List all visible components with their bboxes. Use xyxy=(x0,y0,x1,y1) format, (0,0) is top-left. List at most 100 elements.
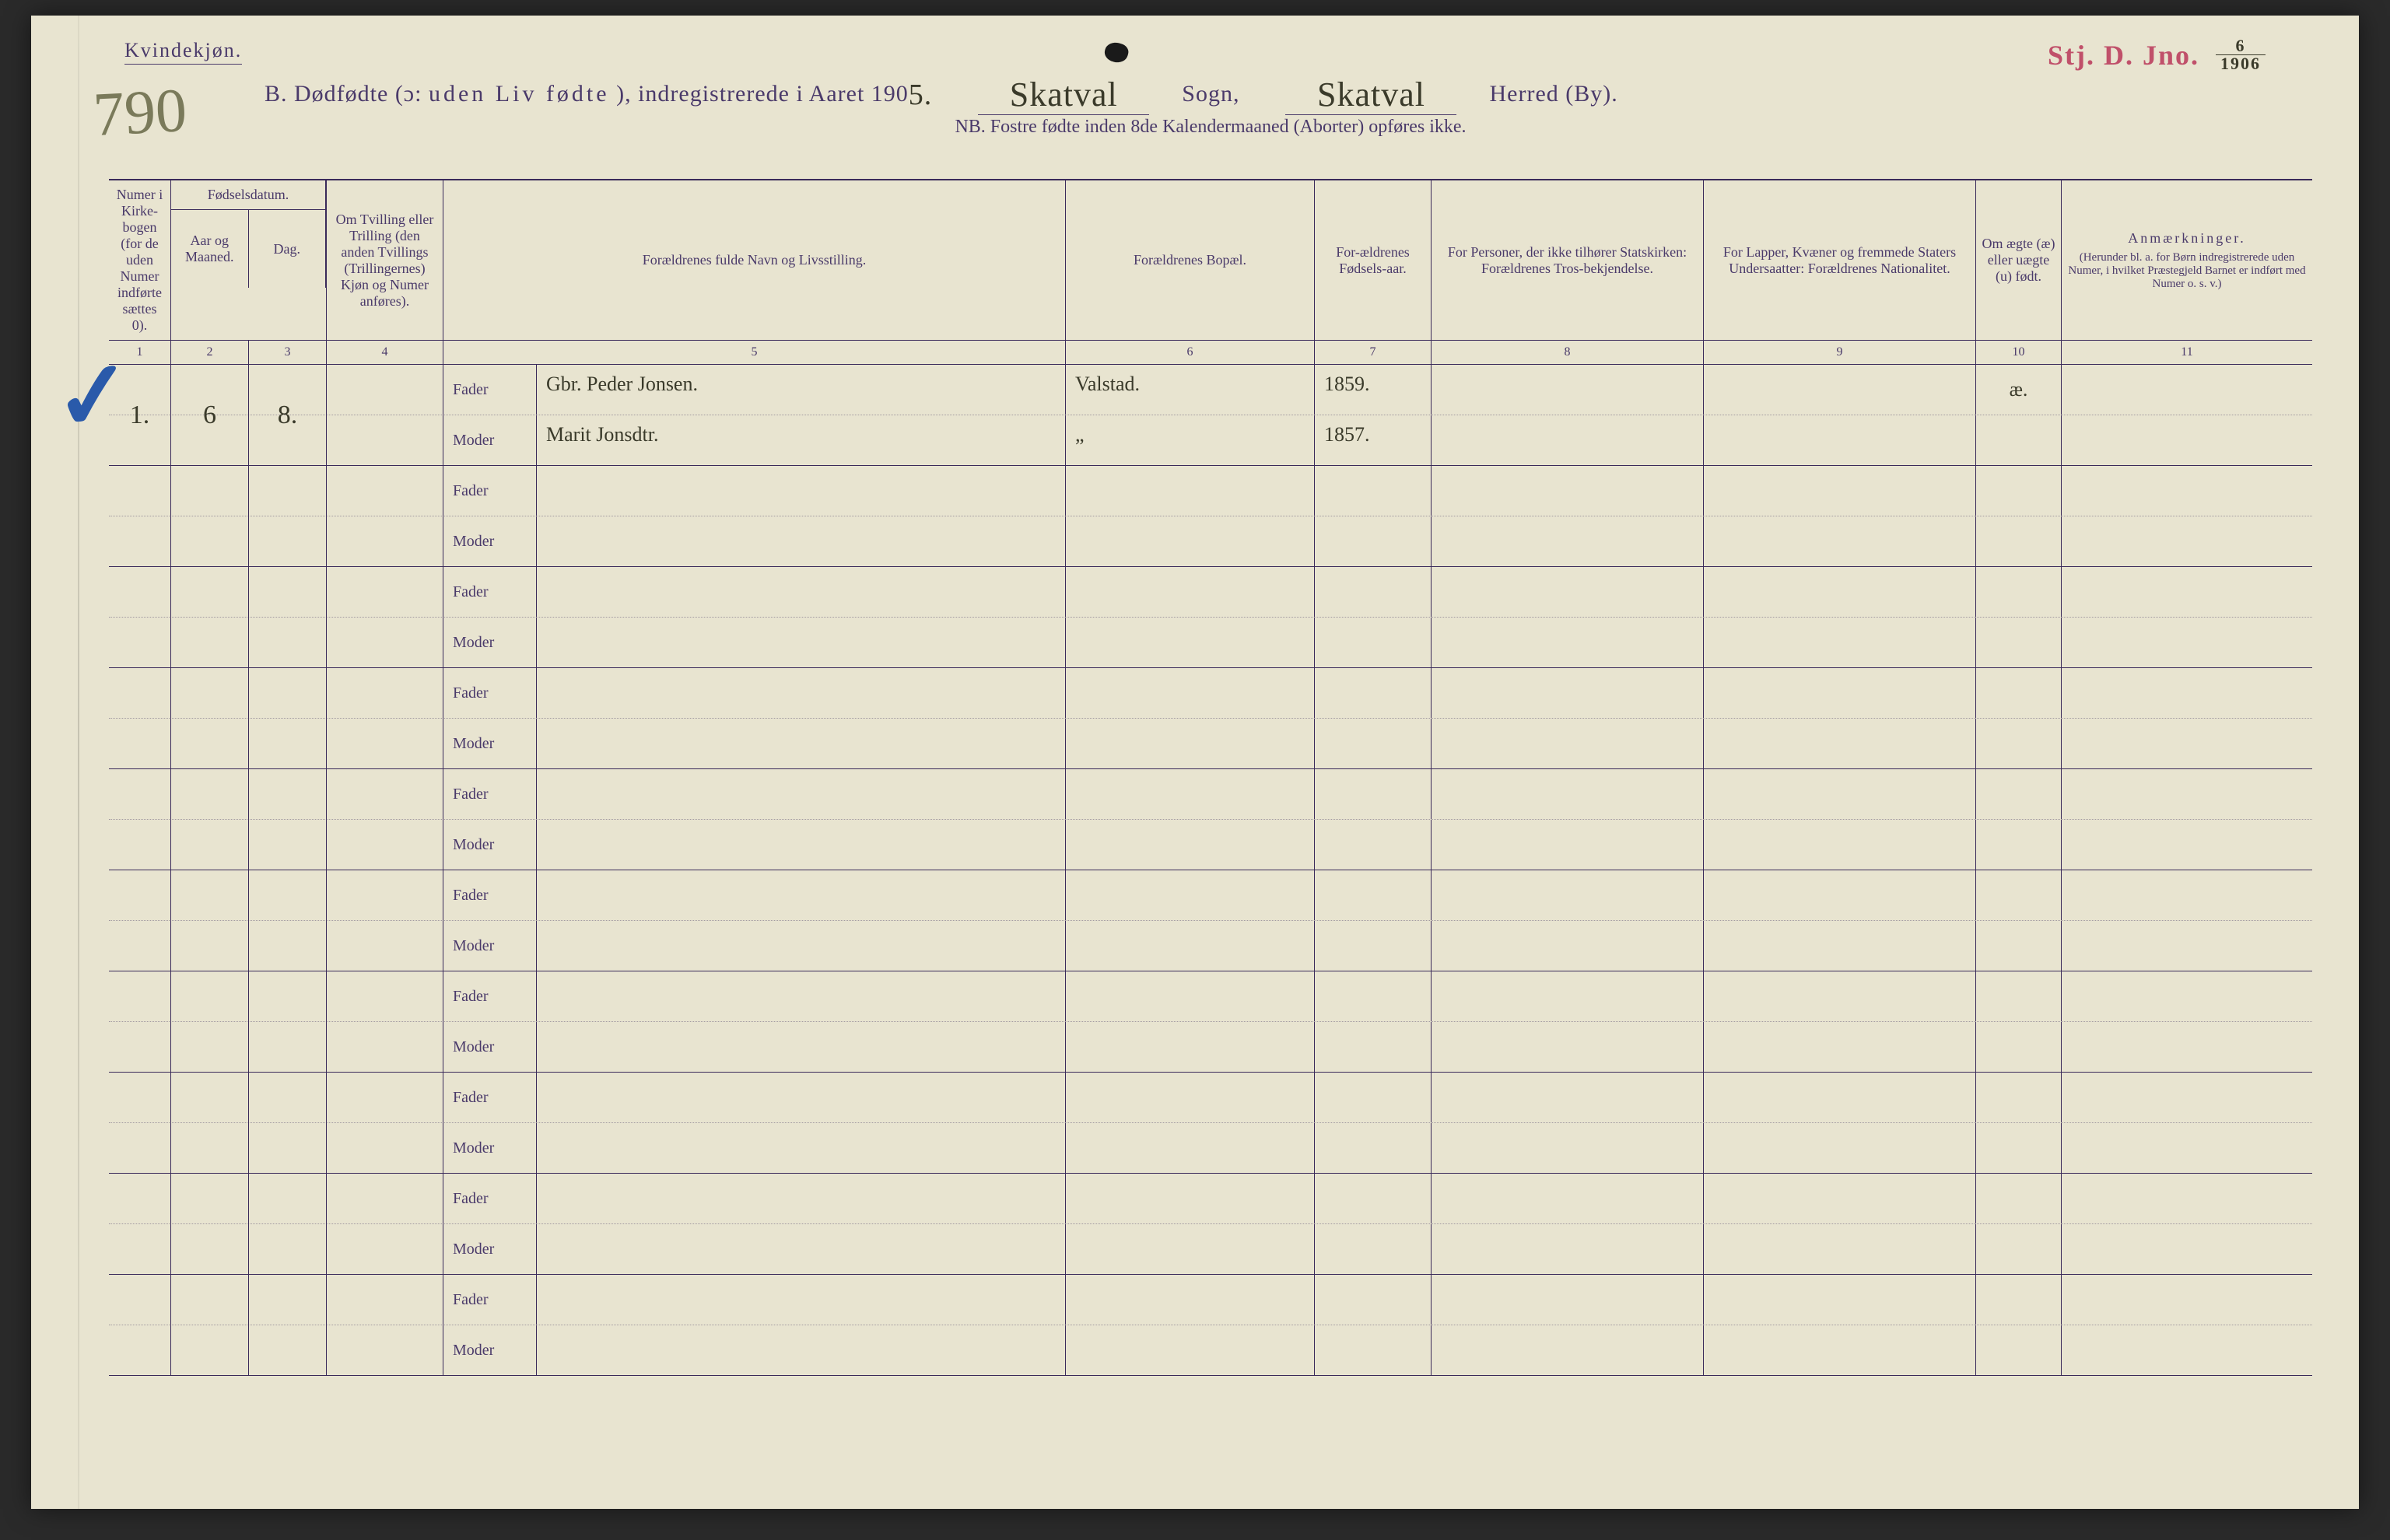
col-11-header: Anmærkninger. (Herunder bl. a. for Børn … xyxy=(2062,180,2312,340)
fader-navn xyxy=(537,1174,1066,1223)
fader-statskirke xyxy=(1432,769,1704,819)
col-10-header: Om ægte (æ) eller uægte (u) født. xyxy=(1976,180,2062,340)
cell-num xyxy=(109,466,171,566)
herred-label: Herred (By). xyxy=(1489,81,1617,107)
cell-aegte-blank xyxy=(1976,415,2062,465)
cell-aar_maaned xyxy=(171,567,249,667)
colnum-4: 4 xyxy=(327,341,443,364)
stamp-fraction: 6 1906 xyxy=(2216,37,2266,72)
cell-aegte-blank xyxy=(1976,1022,2062,1072)
moder-label: Moder xyxy=(443,1022,537,1072)
fader-navn xyxy=(537,466,1066,516)
cell-aegte-blank xyxy=(1976,921,2062,971)
moder-statskirke xyxy=(1432,921,1704,971)
cell-num xyxy=(109,769,171,870)
cell-anm-blank xyxy=(2062,1022,2312,1072)
fader-bopael xyxy=(1066,971,1315,1021)
moder-statskirke xyxy=(1432,516,1704,566)
col-8-header: For Personer, der ikke tilhører Statskir… xyxy=(1432,180,1704,340)
nb-note: NB. Fostre fødte inden 8de Kalendermaane… xyxy=(109,117,2312,138)
cell-dag: 8. xyxy=(249,365,327,465)
document-page: Kvindekjøn. B. Dødfødte (ɔ: uden Liv fød… xyxy=(31,16,2359,1509)
cell-aegte xyxy=(1976,466,2062,516)
colnum-7: 7 xyxy=(1315,341,1432,364)
moder-label: Moder xyxy=(443,921,537,971)
cell-tvilling xyxy=(327,567,443,667)
fader-fodselsaar xyxy=(1315,668,1432,718)
moder-navn xyxy=(537,1022,1066,1072)
cell-aar_maaned xyxy=(171,1073,249,1173)
title-line: B. Dødfødte (ɔ: uden Liv fødte ), indreg… xyxy=(265,70,1618,110)
entry-left-block xyxy=(109,769,443,870)
cell-num xyxy=(109,1275,171,1375)
moder-bopael xyxy=(1066,516,1315,566)
cell-aar_maaned xyxy=(171,971,249,1072)
moder-fodselsaar xyxy=(1315,1123,1432,1173)
header: Kvindekjøn. B. Dødfødte (ɔ: uden Liv fød… xyxy=(109,39,2312,163)
cell-tvilling xyxy=(327,365,443,465)
cell-anm xyxy=(2062,567,2312,617)
cell-aegte xyxy=(1976,567,2062,617)
cell-aegte-blank xyxy=(1976,618,2062,667)
moder-statskirke xyxy=(1432,618,1704,667)
moder-navn xyxy=(537,1123,1066,1173)
colnum-2: 2 xyxy=(171,341,249,364)
cell-aegte: æ. xyxy=(1976,365,2062,415)
moder-fodselsaar xyxy=(1315,921,1432,971)
moder-nationalitet xyxy=(1704,921,1976,971)
cell-dag xyxy=(249,971,327,1072)
cell-tvilling xyxy=(327,1174,443,1274)
cell-tvilling xyxy=(327,1073,443,1173)
moder-fodselsaar xyxy=(1315,1325,1432,1375)
moder-fodselsaar: 1857. xyxy=(1315,415,1432,465)
fader-nationalitet xyxy=(1704,1174,1976,1223)
moder-nationalitet xyxy=(1704,719,1976,768)
cell-num xyxy=(109,1073,171,1173)
moder-bopael xyxy=(1066,820,1315,870)
sogn-handwritten: Skatval xyxy=(978,75,1149,115)
fader-fodselsaar xyxy=(1315,870,1432,920)
colnum-10: 10 xyxy=(1976,341,2062,364)
cell-anm xyxy=(2062,1174,2312,1223)
cell-anm xyxy=(2062,466,2312,516)
col-1-header: Numer i Kirke-bogen (for de uden Numer i… xyxy=(109,180,171,340)
fader-label: Fader xyxy=(443,971,537,1021)
cell-dag xyxy=(249,1275,327,1375)
fader-label: Fader xyxy=(443,769,537,819)
table-entry: FaderModer xyxy=(109,1073,2312,1174)
moder-navn xyxy=(537,516,1066,566)
cell-anm-blank xyxy=(2062,1325,2312,1375)
entry-left-block: 1.68. xyxy=(109,365,443,465)
moder-statskirke xyxy=(1432,1123,1704,1173)
cell-num xyxy=(109,567,171,667)
cell-anm-blank xyxy=(2062,1224,2312,1274)
colnum-5: 5 xyxy=(443,341,1066,364)
moder-nationalitet xyxy=(1704,1224,1976,1274)
fader-statskirke xyxy=(1432,365,1704,415)
fader-label: Fader xyxy=(443,466,537,516)
col-dag: Dag. xyxy=(249,210,327,288)
table-entry: FaderModer xyxy=(109,466,2312,567)
moder-statskirke xyxy=(1432,1022,1704,1072)
col-5-header: Forældrenes fulde Navn og Livsstilling. xyxy=(443,180,1066,340)
fader-bopael xyxy=(1066,1275,1315,1325)
col-4-header: Om Tvilling eller Trilling (den anden Tv… xyxy=(327,180,443,340)
moder-navn xyxy=(537,618,1066,667)
fader-label: Fader xyxy=(443,668,537,718)
moder-label: Moder xyxy=(443,415,537,465)
table-entry: FaderModer xyxy=(109,567,2312,668)
fader-bopael: Valstad. xyxy=(1066,365,1315,415)
col-9-header: For Lapper, Kvæner og fremmede Staters U… xyxy=(1704,180,1976,340)
title-prefix: B. Dødfødte (ɔ: xyxy=(265,81,422,107)
fader-navn xyxy=(537,870,1066,920)
fader-navn xyxy=(537,668,1066,718)
moder-label: Moder xyxy=(443,516,537,566)
moder-nationalitet xyxy=(1704,415,1976,465)
table-entry: FaderModer xyxy=(109,971,2312,1073)
cell-num xyxy=(109,971,171,1072)
moder-bopael xyxy=(1066,921,1315,971)
fader-nationalitet xyxy=(1704,870,1976,920)
cell-anm-blank xyxy=(2062,415,2312,465)
fader-fodselsaar xyxy=(1315,567,1432,617)
moder-statskirke xyxy=(1432,820,1704,870)
